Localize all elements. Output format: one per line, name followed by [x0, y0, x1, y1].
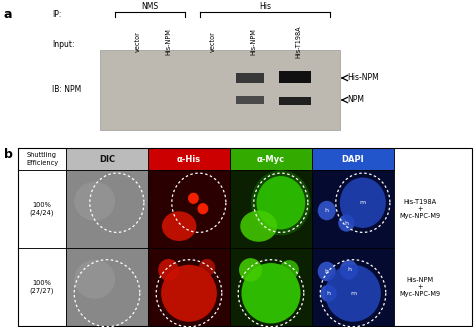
Text: 100%
(24/24): 100% (24/24) [30, 202, 54, 216]
Text: IB: NPM: IB: NPM [52, 85, 81, 95]
Text: m: m [350, 291, 356, 296]
Bar [148, 248, 230, 326]
Ellipse shape [320, 285, 337, 302]
Ellipse shape [325, 265, 381, 322]
Bar [312, 170, 394, 248]
Text: His-NPM: His-NPM [165, 28, 171, 56]
Ellipse shape [340, 260, 358, 280]
Ellipse shape [198, 203, 208, 214]
Ellipse shape [74, 260, 115, 299]
Text: h: h [345, 220, 348, 226]
Text: His-T198A: His-T198A [295, 26, 301, 58]
Ellipse shape [318, 201, 336, 220]
Text: a: a [4, 8, 12, 21]
Bar [312, 148, 394, 170]
Ellipse shape [256, 176, 305, 230]
Text: DAPI: DAPI [342, 154, 365, 164]
Text: b: b [4, 148, 13, 161]
Text: h: h [347, 267, 351, 272]
Ellipse shape [338, 215, 355, 232]
Text: h: h [327, 291, 330, 296]
Text: α-Myc: α-Myc [257, 154, 285, 164]
Bar [100, 50, 340, 130]
Text: Input:: Input: [52, 40, 74, 49]
Bar [148, 148, 230, 170]
Text: DIC: DIC [99, 154, 115, 164]
Bar [279, 97, 311, 105]
Bar [279, 71, 311, 83]
Text: NPM: NPM [347, 95, 364, 105]
Ellipse shape [199, 259, 215, 276]
Text: His-NPM
+
Myc-NPC-M9: His-NPM + Myc-NPC-M9 [399, 277, 440, 297]
Bar [230, 170, 312, 248]
Ellipse shape [241, 263, 301, 323]
Text: IP:: IP: [52, 10, 61, 19]
Ellipse shape [161, 265, 217, 322]
Text: NMS: NMS [141, 2, 159, 11]
Text: His-T198A
+
Myc-NPC-M9: His-T198A + Myc-NPC-M9 [399, 199, 440, 219]
Text: 100%
(27/27): 100% (27/27) [30, 280, 54, 294]
Ellipse shape [188, 193, 199, 204]
Bar [230, 248, 312, 326]
Bar [148, 170, 230, 248]
Ellipse shape [340, 178, 386, 228]
Bar [236, 73, 264, 83]
Ellipse shape [251, 170, 310, 235]
Bar [230, 148, 312, 170]
Bar [18, 170, 66, 248]
Text: Shuttling
Efficiency: Shuttling Efficiency [26, 152, 58, 165]
Ellipse shape [162, 211, 196, 241]
Bar [18, 248, 66, 326]
Text: His: His [259, 2, 271, 11]
Bar [18, 148, 472, 326]
Ellipse shape [279, 260, 299, 280]
Ellipse shape [239, 258, 262, 282]
Ellipse shape [240, 211, 277, 242]
Text: vector: vector [210, 32, 216, 52]
Text: h: h [325, 269, 329, 274]
Text: h: h [325, 208, 329, 213]
Ellipse shape [74, 182, 115, 221]
Ellipse shape [158, 259, 179, 281]
Text: vector: vector [135, 32, 141, 52]
Bar [66, 148, 148, 170]
Bar [66, 170, 148, 248]
Text: m: m [360, 200, 366, 205]
Ellipse shape [318, 262, 336, 281]
Text: α-His: α-His [177, 154, 201, 164]
Bar [66, 248, 148, 326]
Bar [236, 96, 264, 104]
Text: His-NPM: His-NPM [347, 74, 379, 82]
Bar [18, 148, 66, 170]
Bar [312, 248, 394, 326]
Text: His-NPM: His-NPM [250, 28, 256, 56]
